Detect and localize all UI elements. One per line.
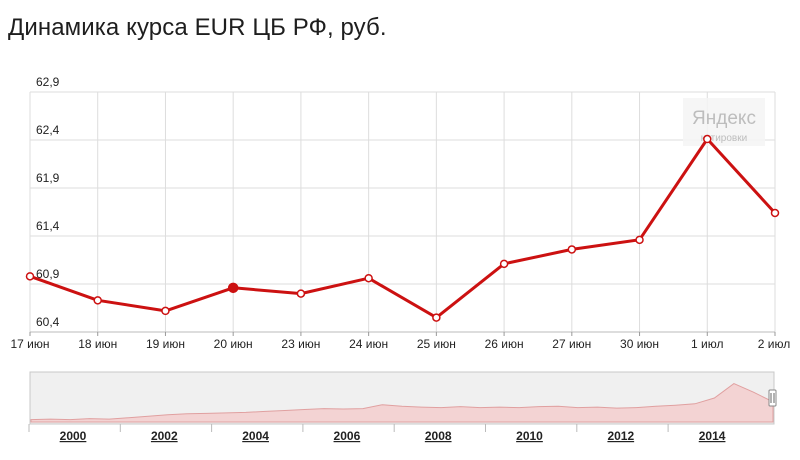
data-point[interactable] xyxy=(770,208,780,218)
x-tick-label: 2 июл xyxy=(758,337,790,351)
series-polyline xyxy=(29,137,777,320)
grid xyxy=(29,91,776,333)
data-point[interactable] xyxy=(499,259,509,269)
data-point[interactable] xyxy=(296,289,306,298)
data-point[interactable] xyxy=(227,282,239,294)
data-point[interactable] xyxy=(161,306,170,316)
x-tick-label: 24 июн xyxy=(349,337,388,351)
navigator-handle[interactable] xyxy=(768,389,777,407)
x-tick-label: 18 июн xyxy=(78,337,117,351)
navigator-history-area xyxy=(30,383,774,423)
data-point[interactable] xyxy=(432,313,441,322)
x-tick-label: 23 июн xyxy=(281,337,320,351)
y-tick-label: 61,9 xyxy=(36,171,60,185)
y-axis: 62,9 62,4 61,9 61,4 60,9 60,4 xyxy=(36,75,60,329)
navigator-year-label: 2002 xyxy=(151,429,178,443)
navigator-axis: 2000 2002 2004 2006 2008 2010 2012 2014 xyxy=(28,424,726,443)
chart-title: Динамика курса EUR ЦБ РФ, руб. xyxy=(8,14,387,41)
y-tick-label: 61,4 xyxy=(36,219,60,233)
x-tick-label: 20 июн xyxy=(214,337,253,351)
x-tick-label: 26 июн xyxy=(485,337,524,351)
watermark-sub: котировки xyxy=(701,133,747,144)
data-point[interactable] xyxy=(93,296,102,305)
navigator-year-label: 2008 xyxy=(425,429,452,443)
y-tick-label: 62,9 xyxy=(36,75,60,89)
x-tick-label: 30 июн xyxy=(620,337,659,351)
x-axis: 17 июн 18 июн 19 июн 20 июн 23 июн 24 июн 25 и… xyxy=(10,332,790,351)
y-tick-label: 60,4 xyxy=(36,315,60,329)
data-point[interactable] xyxy=(635,235,644,245)
yandex-watermark: Яндекс котировки xyxy=(683,98,765,146)
navigator-year-label: 2006 xyxy=(334,429,361,443)
x-tick-label: 1 июл xyxy=(691,337,723,351)
data-point[interactable] xyxy=(25,272,35,281)
x-tick-label: 25 июн xyxy=(417,337,456,351)
data-point[interactable] xyxy=(703,134,712,144)
data-point[interactable] xyxy=(567,245,577,254)
series-line xyxy=(29,137,777,320)
y-tick-label: 60,9 xyxy=(36,267,60,281)
y-tick-label: 62,4 xyxy=(36,123,60,137)
data-point[interactable] xyxy=(364,273,373,283)
series-points[interactable] xyxy=(25,134,780,322)
watermark-brand: Яндекс xyxy=(692,108,756,129)
navigator-year-label: 2004 xyxy=(242,429,269,443)
x-tick-label: 27 июн xyxy=(552,337,591,351)
navigator-year-label: 2010 xyxy=(516,429,543,443)
x-tick-label: 19 июн xyxy=(146,337,185,351)
x-tick-label: 17 июн xyxy=(10,337,49,351)
navigator-year-label: 2014 xyxy=(699,429,726,443)
navigator-year-label: 2012 xyxy=(607,429,634,443)
navigator-year-label: 2000 xyxy=(60,429,87,443)
range-navigator[interactable] xyxy=(29,371,777,425)
